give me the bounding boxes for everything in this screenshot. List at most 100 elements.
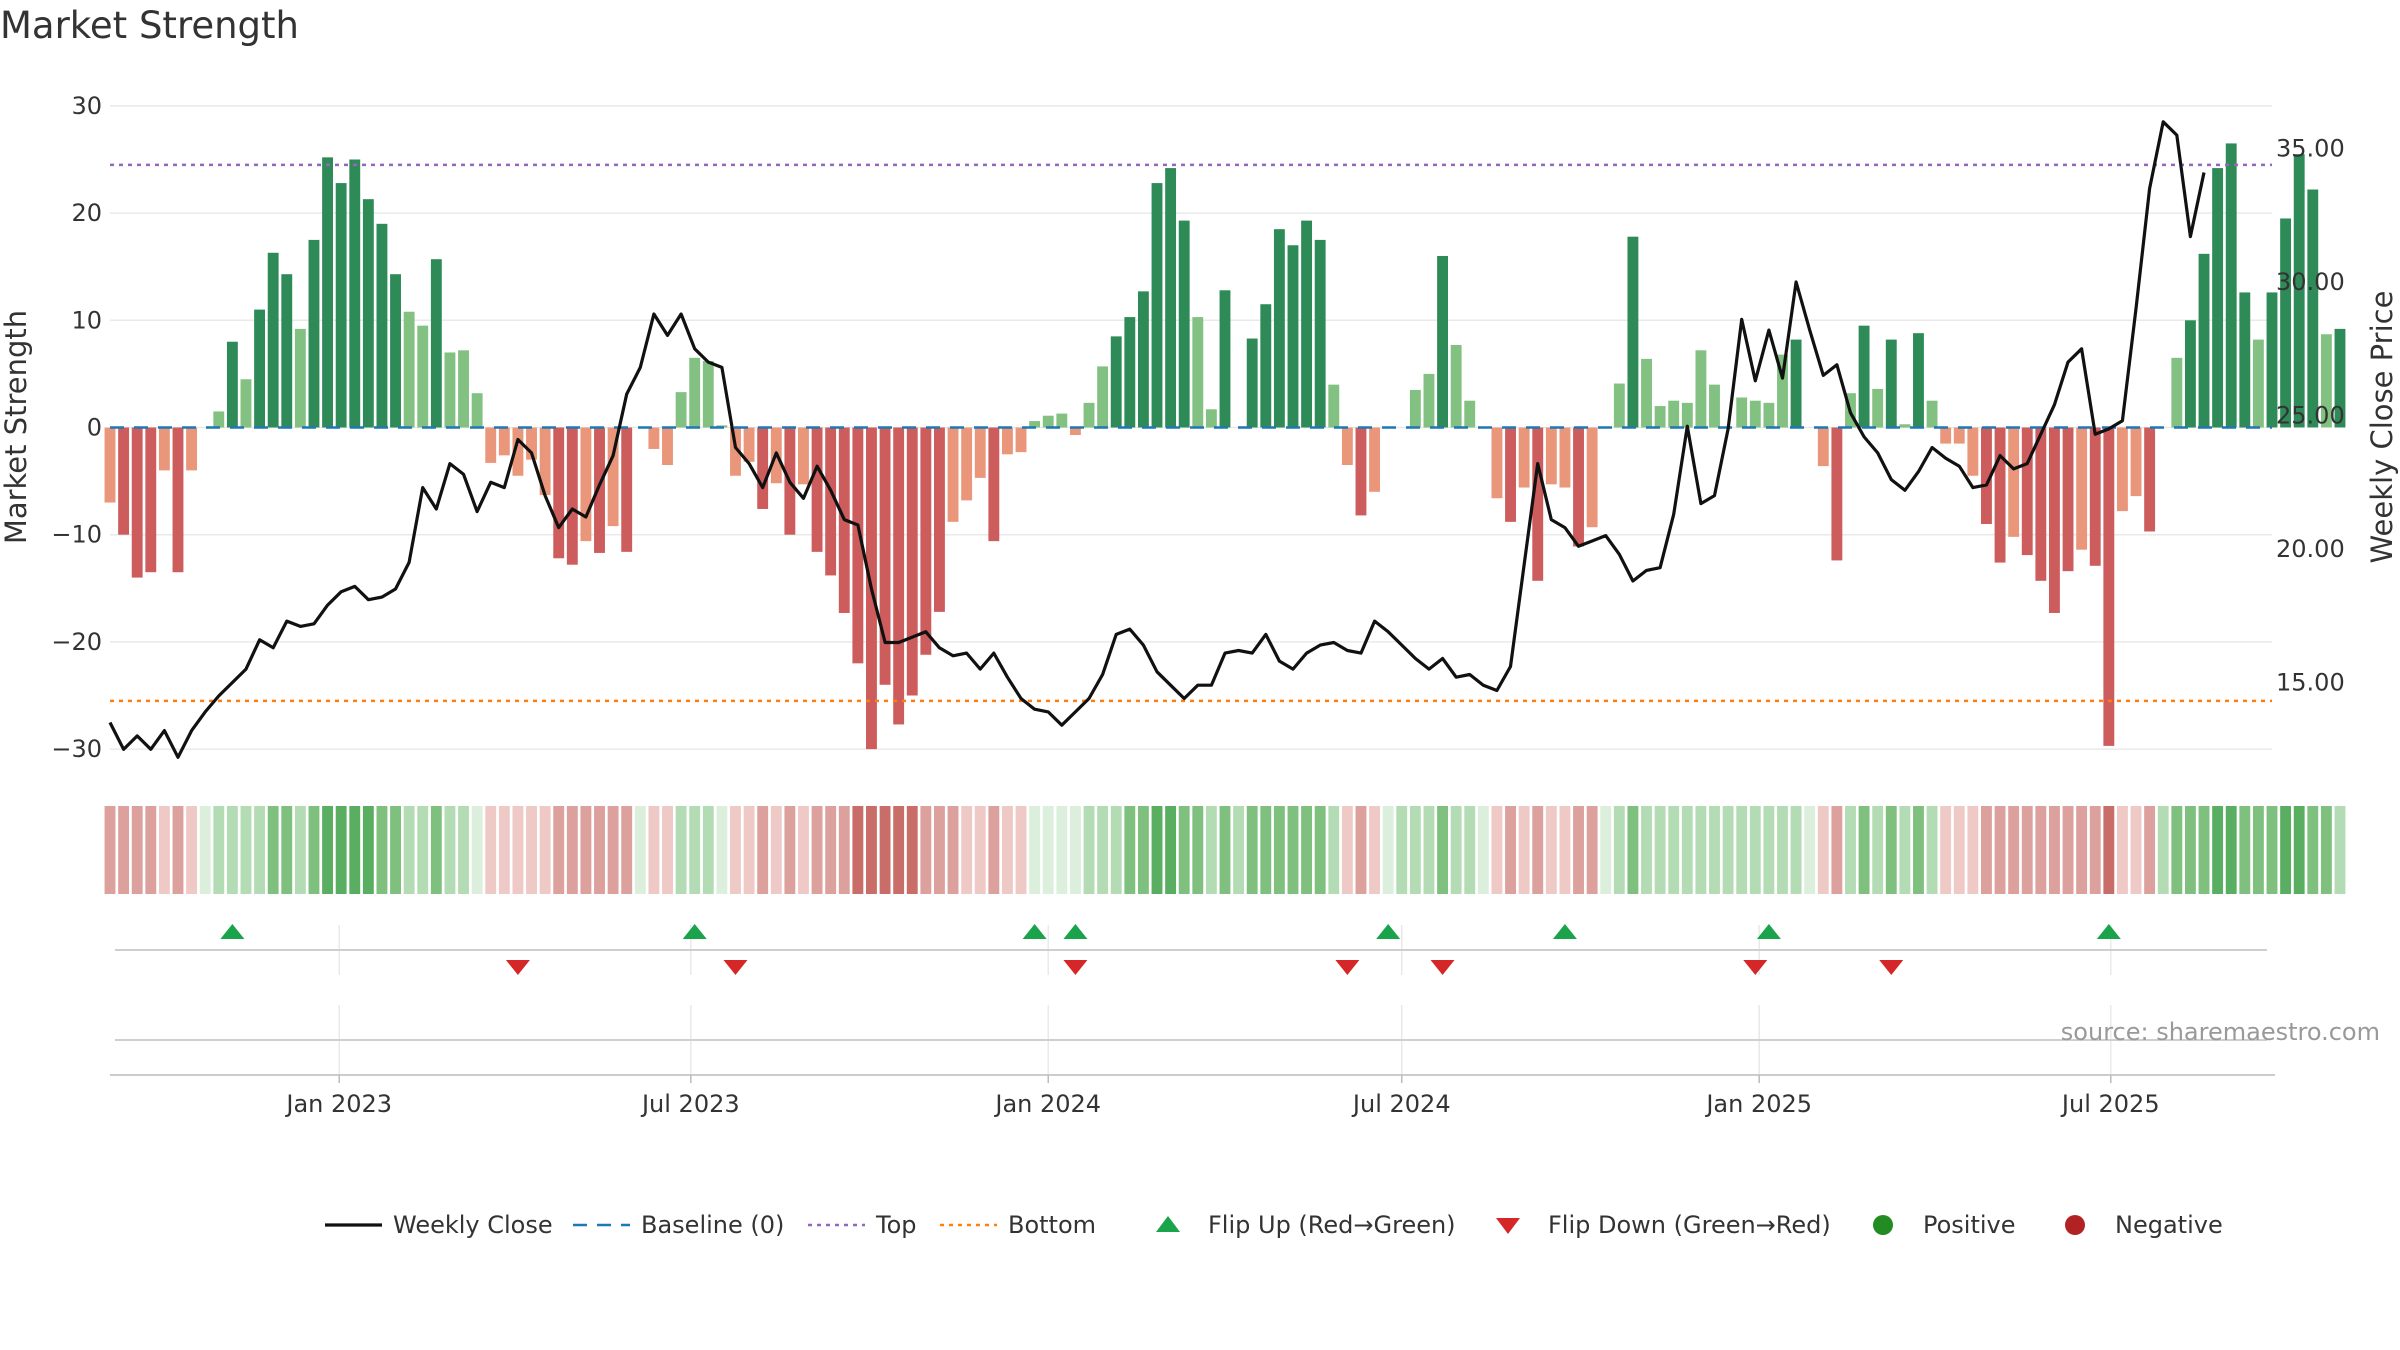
strength-bar — [1355, 427, 1367, 516]
y-tick-label: −20 — [51, 628, 102, 656]
strip-cell — [2157, 806, 2169, 894]
strip-cell — [2008, 806, 2020, 894]
legend-label: Positive — [1923, 1211, 2016, 1239]
strength-bar — [403, 311, 415, 428]
legend-item: Negative — [2065, 1211, 2223, 1239]
strip-cell — [1736, 806, 1748, 894]
strength-bar — [743, 427, 755, 462]
strip-cell — [213, 806, 225, 894]
strip-cell — [2239, 806, 2251, 894]
strip-cell — [1994, 806, 2006, 894]
strength-bar — [444, 352, 456, 428]
strength-bar — [1532, 427, 1544, 581]
legend-label: Baseline (0) — [641, 1211, 784, 1239]
y2-tick-label: 30.00 — [2276, 268, 2345, 296]
strength-bar — [1695, 350, 1707, 428]
strip-cell — [702, 806, 714, 894]
x-tick-label: Jan 2023 — [284, 1090, 392, 1118]
strip-cell — [485, 806, 497, 894]
strip-cell — [852, 806, 864, 894]
strength-bar — [757, 427, 769, 509]
strip-cell — [580, 806, 592, 894]
strength-bar — [2320, 334, 2332, 428]
strip-cell — [145, 806, 157, 894]
strip-cell — [1355, 806, 1367, 894]
strength-bar — [893, 427, 905, 725]
y-tick-label: −30 — [51, 735, 102, 763]
strip-cell — [1409, 806, 1421, 894]
legend-item: Flip Up (Red→Green) — [1156, 1211, 1456, 1239]
strip-cell — [1573, 806, 1584, 894]
strip-cell — [1124, 806, 1136, 894]
strip-cell — [2076, 806, 2088, 894]
strength-bar — [254, 309, 266, 428]
strip-cell — [1722, 806, 1734, 894]
strength-bar — [906, 427, 918, 696]
strength-bar — [498, 427, 510, 456]
strip-cell — [811, 806, 823, 894]
strip-cell — [2320, 806, 2332, 894]
strip-cell — [1899, 806, 1911, 894]
y2-tick-label: 15.00 — [2276, 669, 2345, 697]
strength-bar — [2144, 427, 2156, 532]
strip-cell — [2307, 806, 2319, 894]
strip-cell — [634, 806, 646, 894]
legend-circle-icon — [2065, 1215, 2085, 1235]
strip-cell — [376, 806, 388, 894]
strength-bar — [2076, 427, 2088, 550]
reference-lines — [110, 163, 2272, 703]
strip-cell — [1001, 806, 1013, 894]
y2-tick-label: 25.00 — [2276, 402, 2345, 430]
strip-cell — [879, 806, 891, 894]
x-tick-label: Jan 2024 — [993, 1090, 1101, 1118]
legend-label: Flip Up (Red→Green) — [1208, 1211, 1456, 1239]
flip-down-marker — [1879, 960, 1904, 975]
strength-bar — [2212, 168, 2224, 428]
legend-label: Top — [875, 1211, 917, 1239]
flip-markers-panel — [115, 924, 2267, 975]
strip-cell — [1151, 806, 1163, 894]
legend-label: Bottom — [1008, 1211, 1096, 1239]
strip-cell — [1437, 806, 1448, 894]
strip-cell — [1314, 806, 1326, 894]
strength-bar — [539, 427, 551, 496]
strip-cell — [866, 806, 877, 894]
strength-bar — [1641, 358, 1652, 428]
strip-cell — [1083, 806, 1095, 894]
strength-bar — [689, 357, 701, 428]
strength-bar — [1763, 402, 1775, 428]
legend-label: Negative — [2115, 1211, 2223, 1239]
strength-bar — [2307, 189, 2319, 428]
strip-cell — [1246, 806, 1258, 894]
legend-triangle-up-icon — [1156, 1216, 1180, 1232]
strip-cell — [906, 806, 918, 894]
strip-cell — [1477, 806, 1489, 894]
strength-bar — [1219, 290, 1231, 428]
strip-cell — [308, 806, 320, 894]
strip-cell — [526, 806, 537, 894]
strip-cell — [430, 806, 442, 894]
strength-bar — [2280, 218, 2292, 428]
strength-bar — [1341, 427, 1353, 466]
strip-cell — [689, 806, 701, 894]
strength-bar — [2252, 339, 2264, 428]
strength-bar — [1083, 402, 1095, 428]
strength-bar — [1831, 427, 1843, 561]
strength-bar — [2171, 357, 2183, 428]
strength-bar — [430, 259, 442, 428]
flip-down-marker — [723, 960, 748, 975]
strength-bar — [1885, 339, 1897, 428]
strip-cell — [1641, 806, 1652, 894]
strip-cell — [267, 806, 279, 894]
strength-bar — [1858, 325, 1870, 428]
strength-bar — [1505, 427, 1516, 522]
strip-cell — [158, 806, 170, 894]
strength-bar — [1777, 354, 1788, 428]
strip-cell — [362, 806, 374, 894]
legend-item: Baseline (0) — [573, 1211, 784, 1239]
strip-cell — [1532, 806, 1544, 894]
strength-bar — [1328, 384, 1340, 428]
strip-cell — [934, 806, 945, 894]
strength-bar — [294, 328, 306, 428]
strength-bar — [988, 427, 1000, 542]
